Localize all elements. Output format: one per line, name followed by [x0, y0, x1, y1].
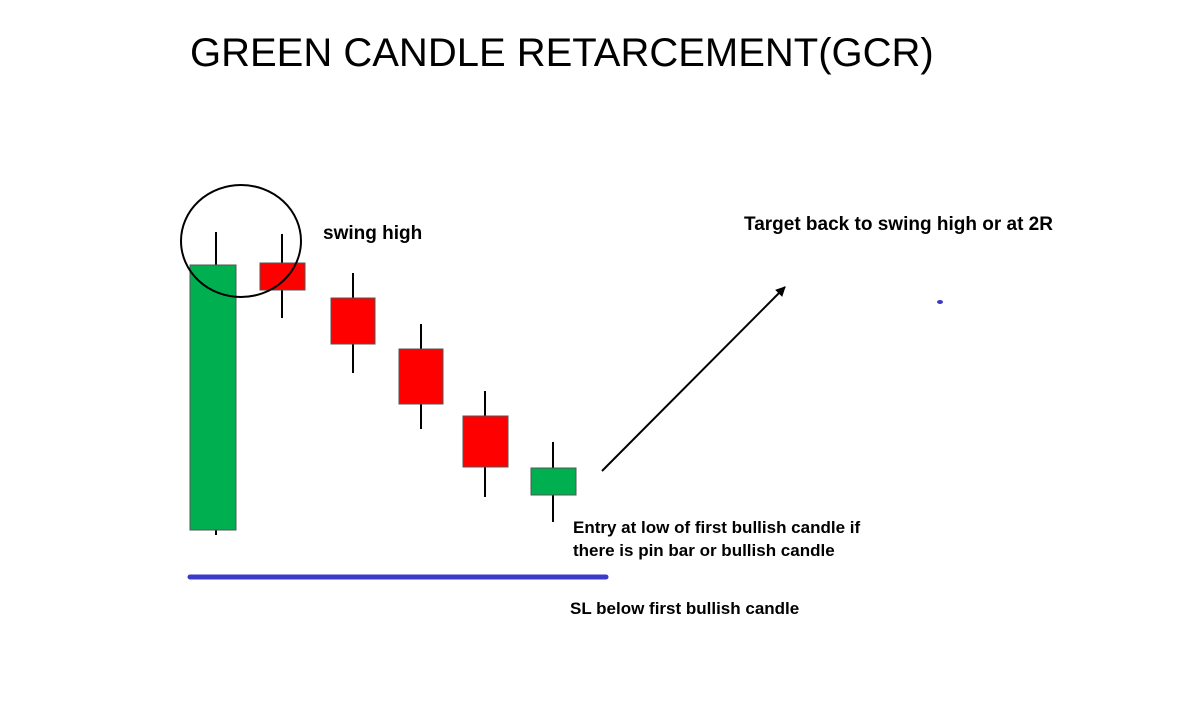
target-label: Target back to swing high or at 2R	[744, 214, 1053, 235]
bearish-candle	[330, 297, 376, 345]
bullish-candle	[530, 467, 577, 496]
bearish-candle	[259, 262, 306, 291]
bearish-candle	[462, 415, 509, 468]
stop-loss-label: SL below first bullish candle	[570, 599, 799, 618]
entry-label: Entry at low of first bullish candle if	[573, 518, 860, 537]
candles	[189, 232, 577, 535]
title: GREEN CANDLE RETARCEMENT(GCR)	[190, 31, 934, 75]
swing-high-circle	[180, 184, 302, 298]
target-arrow	[601, 286, 786, 472]
dot	[937, 300, 943, 304]
bearish-candle	[398, 348, 444, 405]
bullish-candle	[189, 264, 237, 531]
entry-label: there is pin bar or bullish candle	[573, 541, 835, 560]
swing-high-label: swing high	[323, 223, 422, 244]
